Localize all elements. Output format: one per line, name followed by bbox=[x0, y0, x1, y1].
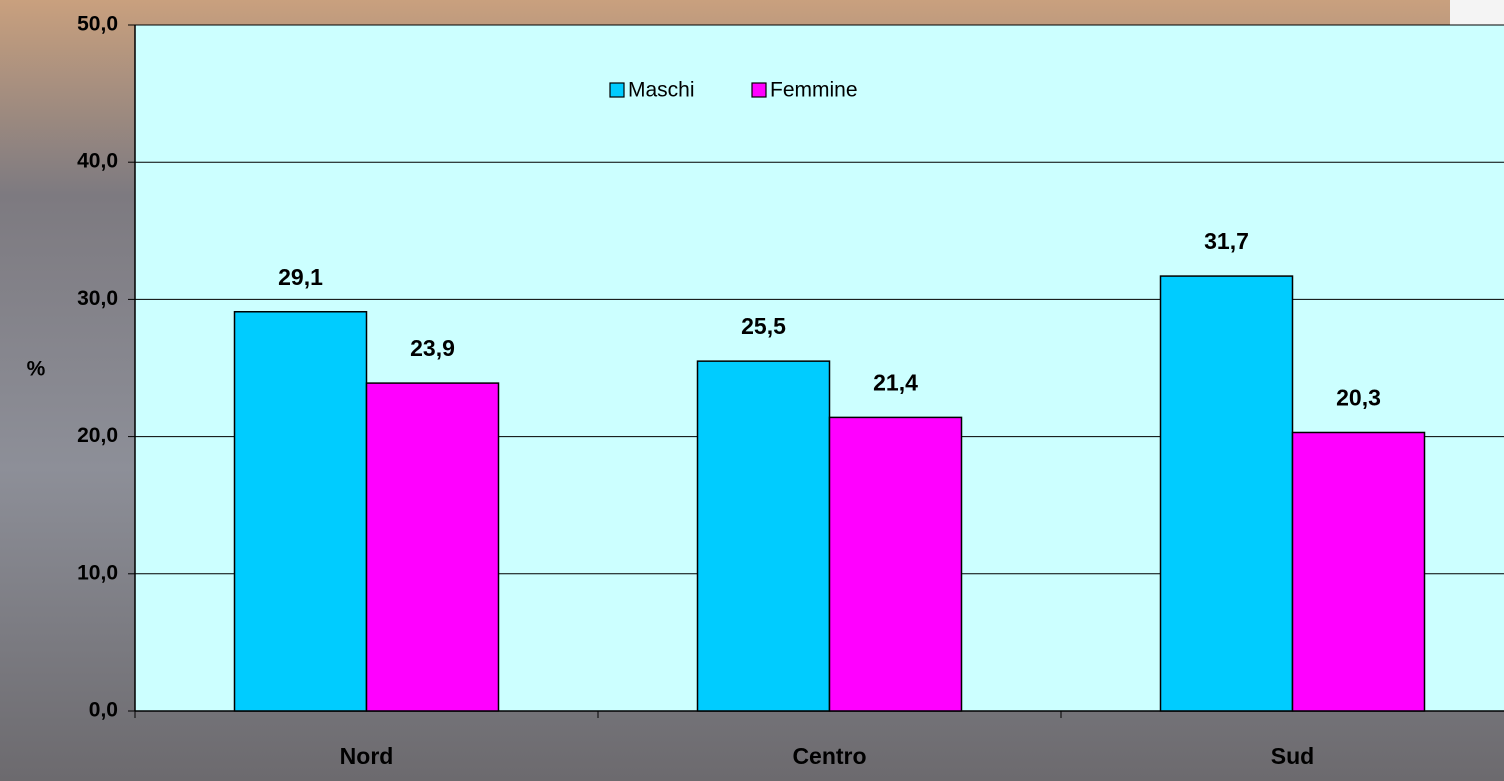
bar bbox=[696, 360, 831, 712]
y-tick-label: 0,0 bbox=[89, 699, 118, 722]
legend-label: Femmine bbox=[770, 79, 858, 102]
value-label: 25,5 bbox=[741, 313, 786, 339]
bar bbox=[233, 310, 368, 712]
value-label: 29,1 bbox=[278, 264, 323, 290]
legend-swatch bbox=[751, 82, 767, 98]
bar bbox=[365, 382, 500, 712]
x-tick-label: Nord bbox=[340, 743, 394, 769]
bar bbox=[1159, 275, 1294, 712]
x-tick-label: Centro bbox=[792, 743, 866, 769]
x-tick-label: Sud bbox=[1271, 743, 1314, 769]
value-label: 23,9 bbox=[410, 335, 455, 361]
y-tick-label: 10,0 bbox=[77, 561, 118, 584]
value-label: 20,3 bbox=[1336, 385, 1381, 411]
y-tick-label: 40,0 bbox=[77, 150, 118, 173]
value-label: 31,7 bbox=[1204, 228, 1249, 254]
y-tick-label: 30,0 bbox=[77, 287, 118, 310]
y-tick-label: 50,0 bbox=[77, 13, 118, 36]
y-tick-label: 20,0 bbox=[77, 424, 118, 447]
y-axis-label: % bbox=[27, 358, 46, 381]
legend-swatch bbox=[609, 82, 625, 98]
bar bbox=[828, 416, 963, 712]
value-label: 21,4 bbox=[873, 369, 918, 395]
bar bbox=[1291, 431, 1426, 712]
legend-label: Maschi bbox=[628, 79, 695, 102]
